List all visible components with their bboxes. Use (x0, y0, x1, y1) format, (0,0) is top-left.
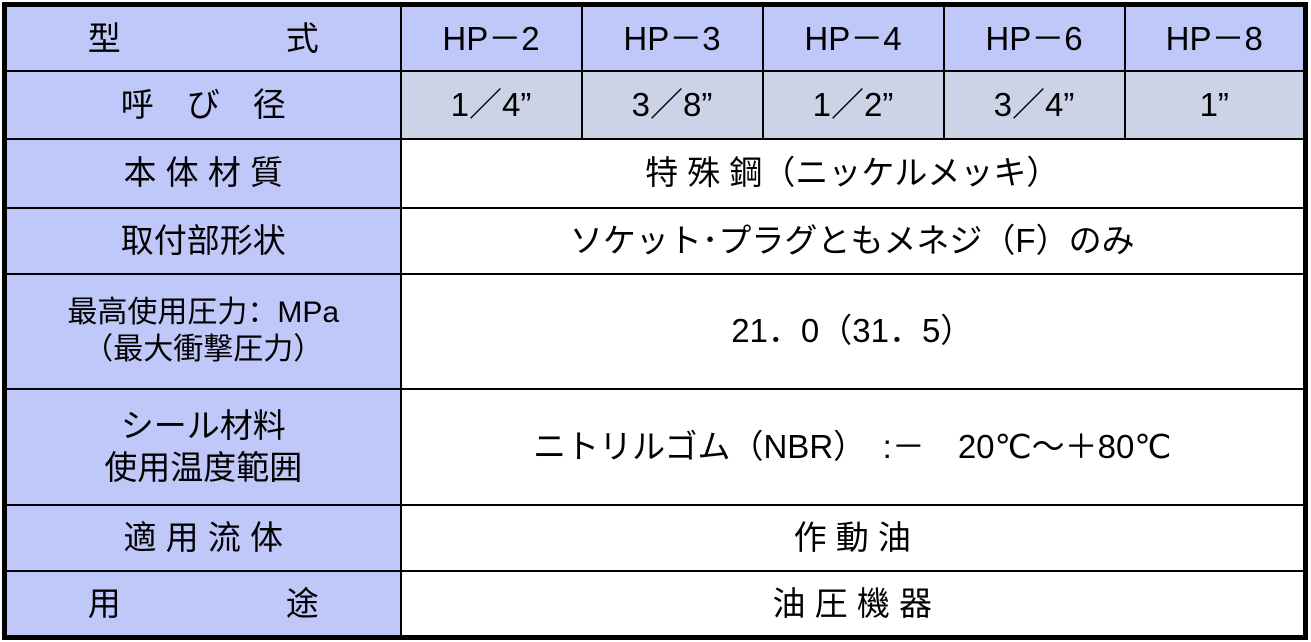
size-value: 1／4” (399, 69, 583, 140)
model-row: 型 式 HP－2 HP－3 HP－4 HP－6 HP－8 (3, 3, 1307, 72)
pressure-label-line2: （最大衝撃圧力） (83, 333, 324, 366)
model-hp4: HP－4 (761, 3, 945, 72)
size-value: 3／4” (942, 69, 1126, 140)
application-value: 油 圧 機 器 (399, 569, 1307, 639)
connection-label: 取付部形状 (3, 206, 402, 275)
seal-value: ニトリルゴム（NBR） :－ 20℃～＋80℃ (399, 387, 1307, 506)
size-label: 呼 び 径 (3, 69, 402, 140)
fluid-label: 適 用 流 体 (3, 503, 402, 572)
model-hp2: HP－2 (399, 3, 583, 72)
connection-row: 取付部形状 ソケット･プラグともメネジ（F）のみ (3, 206, 1307, 275)
seal-row: シール材料 使用温度範囲 ニトリルゴム（NBR） :－ 20℃～＋80℃ (3, 387, 1307, 506)
fluid-value: 作 動 油 (399, 503, 1307, 572)
seal-label-line1: シール材料 (120, 407, 286, 445)
body-material-label: 本 体 材 質 (3, 137, 402, 209)
body-material-value: 特 殊 鋼（ニッケルメッキ） (399, 137, 1307, 209)
body-material-row: 本 体 材 質 特 殊 鋼（ニッケルメッキ） (3, 137, 1307, 209)
size-value: 1” (1123, 69, 1307, 140)
seal-label-line2: 使用温度範囲 (104, 448, 303, 486)
connection-value: ソケット･プラグともメネジ（F）のみ (399, 206, 1307, 275)
fluid-row: 適 用 流 体 作 動 油 (3, 503, 1307, 572)
size-value: 1／2” (761, 69, 945, 140)
application-row: 用 途 油 圧 機 器 (3, 569, 1307, 639)
model-hp3: HP－3 (580, 3, 764, 72)
pressure-row: 最高使用圧力：MPa （最大衝撃圧力） 21．0（31．5） (3, 272, 1307, 390)
size-row: 呼 び 径 1／4” 3／8” 1／2” 3／4” 1” (3, 69, 1307, 140)
model-hp8: HP－8 (1123, 3, 1307, 72)
seal-label: シール材料 使用温度範囲 (3, 387, 402, 506)
size-value: 3／8” (580, 69, 764, 140)
pressure-value: 21．0（31．5） (399, 272, 1307, 390)
model-label: 型 式 (3, 3, 402, 72)
application-label: 用 途 (3, 569, 402, 639)
pressure-label-line1: 最高使用圧力：MPa (67, 295, 340, 329)
model-hp6: HP－6 (942, 3, 1126, 72)
pressure-label: 最高使用圧力：MPa （最大衝撃圧力） (3, 272, 402, 390)
